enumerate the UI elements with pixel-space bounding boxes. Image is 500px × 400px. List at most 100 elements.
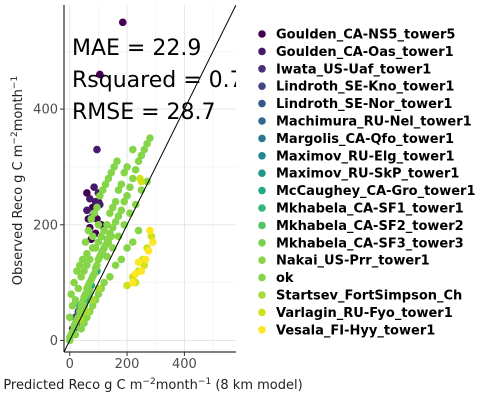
data-point: [149, 238, 157, 246]
legend-label: Varlagin_RU-Fyo_tower1: [276, 306, 453, 321]
data-point: [140, 261, 149, 270]
data-point: [131, 270, 140, 278]
x-axis-title: Predicted Reco g C m−2month−1 (8 km mode…: [3, 377, 302, 393]
legend-label: Goulden_CA-NS5_tower5: [276, 28, 455, 43]
legend-label: Maximov_RU-SkP_tower1: [276, 167, 459, 182]
legend-label: Iwata_US-Uaf_tower1: [276, 62, 431, 77]
data-point: [137, 177, 146, 186]
one-to-one-reference-line: [64, 5, 236, 352]
data-point: [86, 255, 94, 264]
data-point: [91, 197, 100, 206]
data-point: [104, 238, 113, 246]
legend-key: [258, 99, 266, 108]
legend-label: Mkhabela_CA-SF1_tower1: [276, 202, 464, 217]
data-point: [147, 232, 156, 241]
data-point: [131, 166, 140, 174]
data-point: [110, 163, 118, 171]
data-point: [75, 307, 84, 316]
data-point: [103, 252, 111, 261]
data-point: [96, 70, 104, 79]
data-point: [108, 223, 117, 232]
data-point: [75, 261, 84, 270]
data-point: [140, 145, 149, 154]
legend-label: ok: [276, 271, 294, 286]
data-point: [83, 249, 91, 258]
data-point: [108, 203, 117, 212]
data-point: [78, 299, 87, 307]
legend-key: [258, 65, 266, 73]
data-point: [94, 238, 103, 246]
data-point: [90, 209, 98, 217]
data-point: [129, 238, 137, 246]
data-point: [143, 140, 151, 148]
legend-key: [258, 221, 266, 230]
x-tick-label: 400: [172, 357, 197, 372]
data-point: [90, 183, 98, 191]
data-point: [100, 226, 108, 235]
data-point: [94, 220, 103, 229]
stat-annotations: MAE = 22.9 Rsquared = 0.7 RMSE = 28.7: [72, 36, 244, 125]
data-point: [146, 134, 154, 142]
legend-key: [258, 134, 266, 143]
legend-label: Nakai_US-Prr_tower1: [276, 254, 430, 269]
data-point: [93, 145, 101, 154]
legend-key: [258, 256, 266, 265]
legend-key: [258, 186, 266, 195]
data-point: [104, 174, 113, 183]
legend-key: [258, 30, 266, 38]
data-point: [117, 180, 126, 189]
legend-label: Machimura_RU-Nel_tower1: [276, 115, 472, 130]
data-point: [129, 174, 137, 183]
data-point: [111, 197, 120, 206]
data-point: [129, 145, 137, 154]
data-point: [107, 232, 116, 241]
legend-label: Mkhabela_CA-SF2_tower2: [276, 219, 464, 234]
legend-key: [258, 308, 266, 317]
data-point: [114, 186, 123, 194]
data-point: [78, 255, 87, 264]
data-point: [107, 168, 116, 177]
data-point: [83, 206, 91, 215]
legend: Goulden_CA-NS5_tower5 Goulden_CA-Oas_towe…: [258, 28, 476, 338]
data-point: [83, 189, 91, 197]
legend-label: Vesala_FI-Hyy_tower1: [276, 323, 435, 338]
data-point: [73, 267, 81, 275]
data-point: [137, 151, 146, 160]
y-tick-label: 400: [33, 103, 58, 118]
data-point: [68, 301, 77, 310]
x-tick-label: 0: [66, 357, 74, 372]
legend-label: Lindroth_SE-Kno_tower1: [276, 80, 454, 95]
legend-key: [258, 169, 266, 177]
data-point: [84, 281, 93, 290]
data-point: [88, 301, 97, 310]
data-point: [81, 238, 90, 246]
data-point: [137, 267, 146, 275]
data-point: [103, 220, 111, 229]
stat-annotation: Rsquared = 0.7: [72, 68, 244, 93]
data-point: [146, 226, 154, 235]
legend-label: Startsev_FortSimpson_Ch: [276, 289, 462, 304]
data-point: [90, 270, 98, 278]
data-point: [87, 275, 96, 284]
data-point: [141, 255, 150, 264]
data-point: [134, 157, 143, 165]
data-point: [98, 186, 107, 194]
data-point: [117, 255, 126, 264]
data-point: [118, 18, 127, 27]
stat-annotation: RMSE = 28.7: [72, 100, 216, 125]
data-point: [83, 261, 91, 270]
data-point: [111, 261, 120, 270]
legend-key: [258, 239, 266, 247]
legend-label: Mkhabela_CA-SF3_tower3: [276, 236, 464, 251]
data-point: [88, 232, 97, 241]
scatter-points: [65, 18, 157, 345]
data-point: [120, 197, 128, 206]
legend-label: McCaughey_CA-Gro_tower1: [276, 184, 476, 199]
data-point: [144, 246, 153, 255]
data-point: [123, 281, 131, 290]
data-point: [70, 278, 78, 287]
data-point: [77, 325, 85, 333]
data-point: [86, 194, 94, 203]
data-point: [114, 212, 123, 220]
data-point: [123, 192, 131, 200]
